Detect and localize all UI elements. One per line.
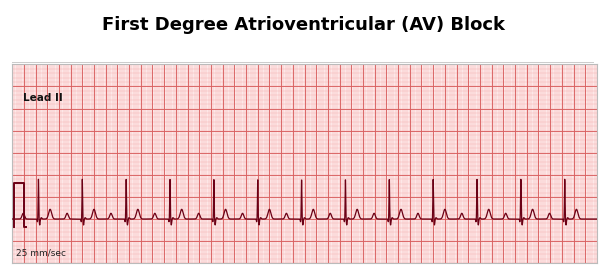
Text: Lead II: Lead II [22, 93, 62, 103]
Text: First Degree Atrioventricular (AV) Block: First Degree Atrioventricular (AV) Block [101, 16, 505, 34]
Text: 25 mm/sec: 25 mm/sec [16, 249, 65, 258]
